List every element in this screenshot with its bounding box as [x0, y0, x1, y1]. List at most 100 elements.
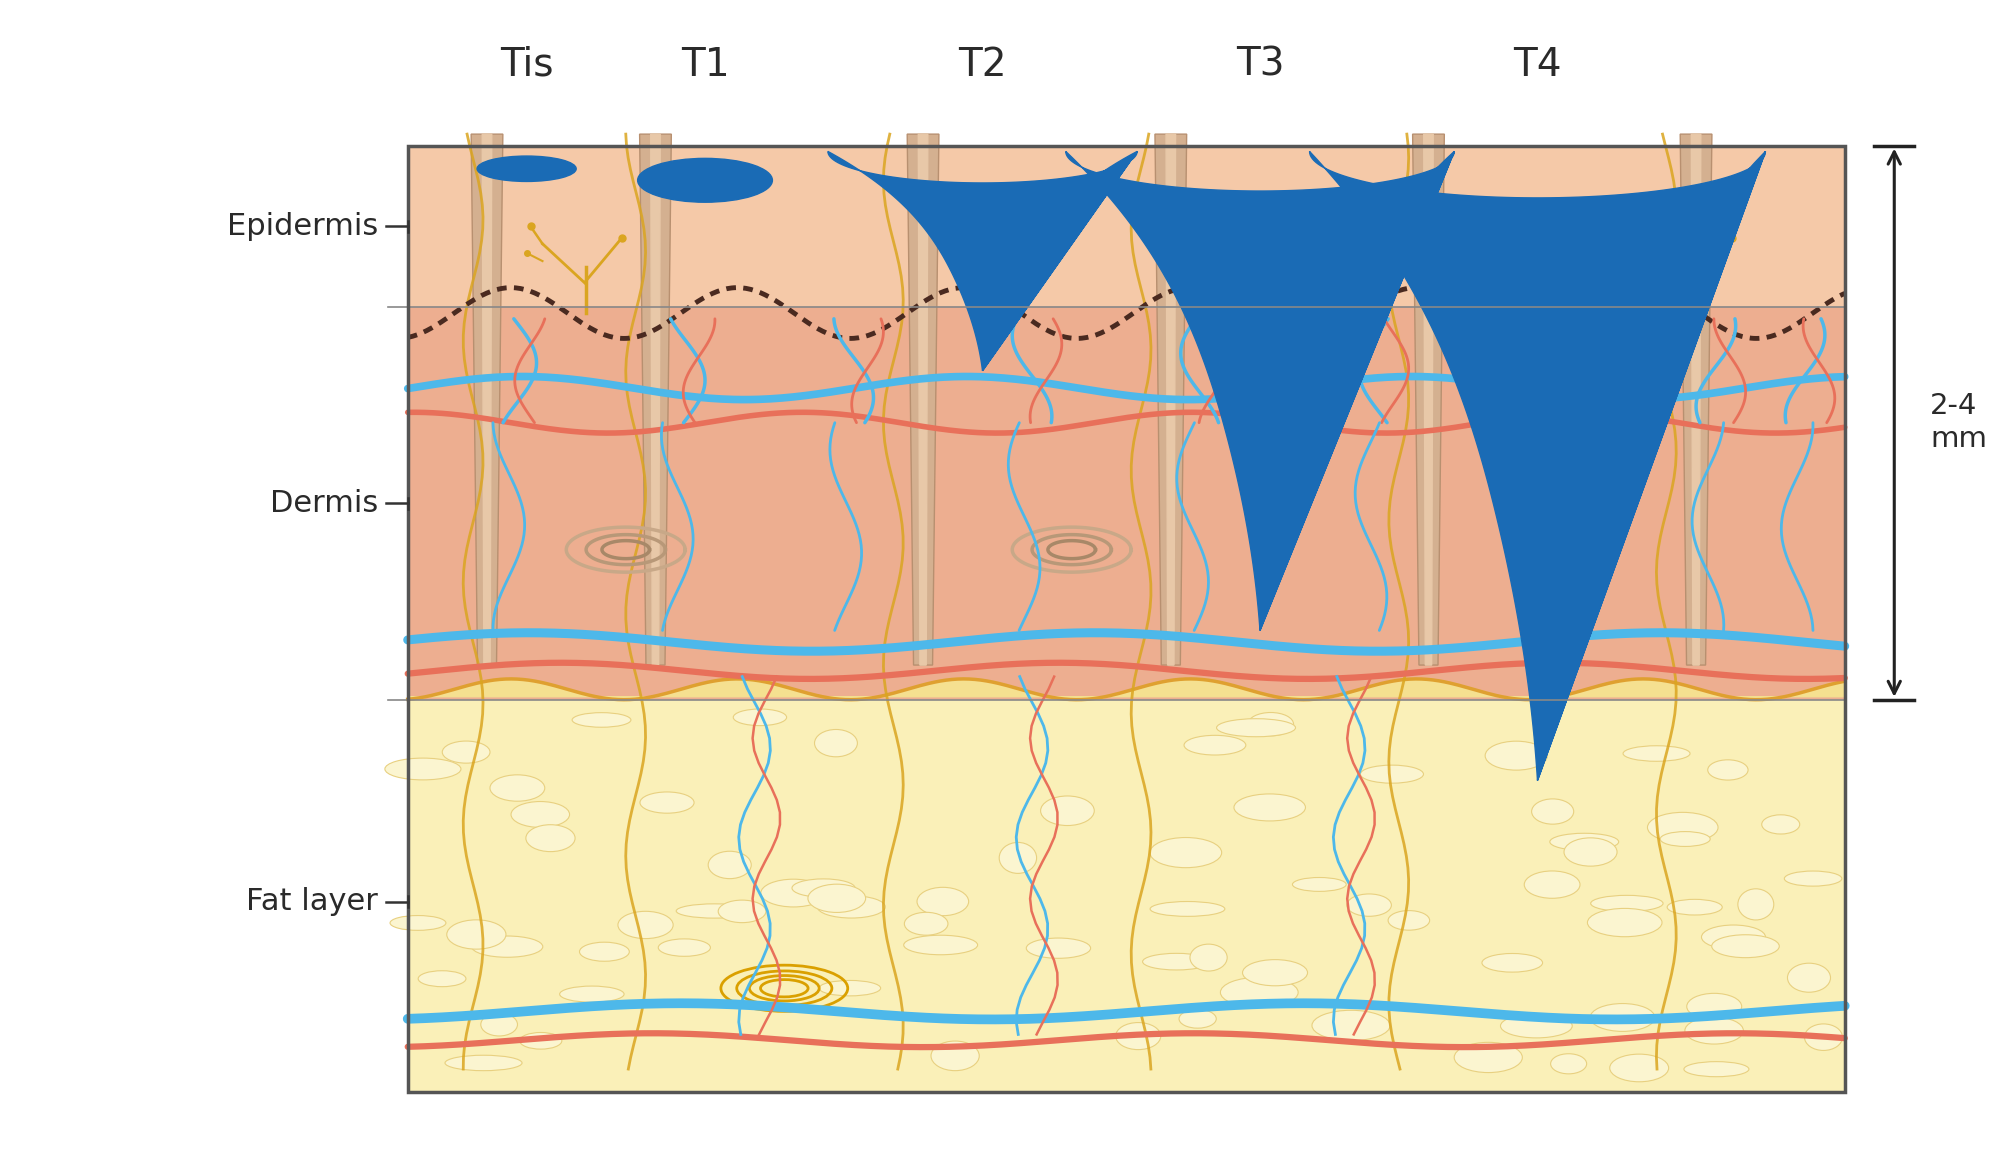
Ellipse shape — [808, 884, 866, 913]
Ellipse shape — [1762, 815, 1800, 834]
Polygon shape — [482, 134, 492, 665]
Ellipse shape — [1550, 1054, 1586, 1074]
Text: T4: T4 — [1514, 46, 1562, 83]
Ellipse shape — [1660, 832, 1710, 847]
Ellipse shape — [1150, 838, 1222, 868]
Ellipse shape — [1702, 924, 1766, 949]
Text: Epidermis: Epidermis — [226, 212, 378, 241]
Ellipse shape — [1524, 871, 1580, 898]
Polygon shape — [1154, 134, 1186, 665]
Polygon shape — [1066, 152, 1454, 631]
Ellipse shape — [1648, 812, 1718, 842]
Ellipse shape — [1708, 760, 1748, 780]
Ellipse shape — [1220, 978, 1298, 1008]
Ellipse shape — [1116, 1023, 1160, 1049]
Ellipse shape — [618, 912, 674, 938]
Ellipse shape — [1292, 877, 1346, 891]
Ellipse shape — [814, 729, 858, 757]
Ellipse shape — [442, 742, 490, 764]
Ellipse shape — [480, 1014, 518, 1036]
Ellipse shape — [1590, 1003, 1654, 1031]
Ellipse shape — [390, 915, 446, 930]
Polygon shape — [908, 134, 938, 665]
Ellipse shape — [734, 709, 786, 725]
Ellipse shape — [478, 156, 576, 182]
Ellipse shape — [1360, 765, 1424, 783]
Polygon shape — [640, 134, 672, 665]
Polygon shape — [828, 152, 1138, 370]
Polygon shape — [650, 134, 660, 665]
Text: Dermis: Dermis — [270, 489, 378, 518]
Ellipse shape — [1388, 911, 1430, 930]
Ellipse shape — [1454, 1042, 1522, 1073]
Ellipse shape — [512, 802, 570, 827]
Ellipse shape — [1668, 899, 1722, 915]
Ellipse shape — [490, 775, 544, 801]
Ellipse shape — [1142, 953, 1210, 970]
Polygon shape — [1412, 134, 1444, 665]
Ellipse shape — [560, 986, 624, 1002]
Ellipse shape — [526, 825, 576, 852]
Ellipse shape — [1216, 718, 1296, 737]
Ellipse shape — [1550, 833, 1618, 850]
Ellipse shape — [1784, 871, 1842, 886]
Polygon shape — [1680, 134, 1712, 665]
Ellipse shape — [1564, 838, 1618, 867]
Ellipse shape — [904, 913, 948, 935]
Ellipse shape — [818, 896, 886, 918]
Ellipse shape — [1242, 959, 1308, 986]
Ellipse shape — [446, 1055, 522, 1070]
Ellipse shape — [1532, 798, 1574, 824]
Ellipse shape — [1312, 1010, 1390, 1040]
Ellipse shape — [676, 904, 752, 919]
Polygon shape — [408, 308, 1844, 700]
Ellipse shape — [1234, 794, 1306, 821]
Ellipse shape — [1686, 994, 1742, 1019]
Ellipse shape — [1788, 963, 1830, 993]
Ellipse shape — [572, 713, 630, 728]
Polygon shape — [918, 134, 928, 665]
Ellipse shape — [1248, 713, 1294, 736]
Ellipse shape — [658, 938, 710, 957]
Ellipse shape — [640, 791, 694, 813]
Text: Tis: Tis — [500, 46, 554, 83]
Ellipse shape — [1712, 935, 1780, 958]
Ellipse shape — [1804, 1024, 1842, 1051]
Ellipse shape — [1684, 1062, 1748, 1077]
Ellipse shape — [918, 887, 968, 915]
Polygon shape — [408, 146, 1844, 308]
Ellipse shape — [446, 920, 506, 949]
Ellipse shape — [792, 879, 856, 897]
Ellipse shape — [1180, 1009, 1216, 1029]
Ellipse shape — [1588, 908, 1662, 937]
Ellipse shape — [472, 936, 542, 957]
Polygon shape — [1692, 134, 1700, 665]
Ellipse shape — [1184, 736, 1246, 756]
Ellipse shape — [1482, 953, 1542, 972]
Ellipse shape — [1190, 944, 1228, 971]
Polygon shape — [1166, 134, 1176, 665]
Ellipse shape — [384, 758, 460, 780]
Polygon shape — [1424, 134, 1434, 665]
Text: 2-4
mm: 2-4 mm — [1930, 392, 1986, 452]
Ellipse shape — [1738, 889, 1774, 920]
Ellipse shape — [418, 971, 466, 987]
Ellipse shape — [708, 852, 752, 878]
Ellipse shape — [1150, 901, 1224, 916]
Ellipse shape — [718, 900, 766, 922]
Ellipse shape — [638, 159, 772, 202]
Text: T1: T1 — [680, 46, 730, 83]
Ellipse shape — [1026, 938, 1090, 958]
Ellipse shape — [904, 935, 978, 955]
Text: T2: T2 — [958, 46, 1006, 83]
Ellipse shape — [1684, 1017, 1744, 1044]
Ellipse shape — [1040, 796, 1094, 826]
Polygon shape — [472, 134, 502, 665]
Ellipse shape — [760, 879, 826, 907]
Ellipse shape — [818, 980, 880, 996]
Ellipse shape — [1610, 1054, 1668, 1082]
Text: Fat layer: Fat layer — [246, 887, 378, 916]
Text: T3: T3 — [1236, 46, 1284, 83]
Ellipse shape — [932, 1041, 980, 1070]
Polygon shape — [1310, 152, 1766, 781]
